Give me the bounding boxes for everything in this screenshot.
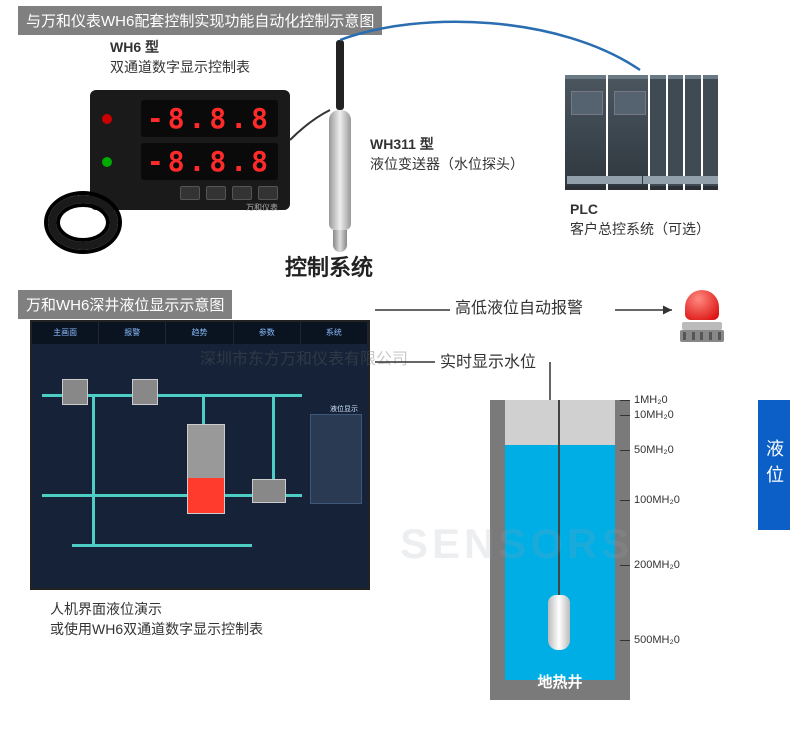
plc-slot xyxy=(703,75,718,190)
hmi-canvas: 液位显示 xyxy=(32,344,368,588)
hmi-caption1: 人机界面液位演示 xyxy=(50,601,162,617)
alarm-base xyxy=(680,330,724,342)
scale-label: 100MH₂0 xyxy=(634,494,680,506)
top-banner: 与万和仪表WH6配套控制实现功能自动化控制示意图 xyxy=(18,6,382,35)
mid-banner: 万和WH6深井液位显示示意图 xyxy=(18,290,232,319)
plc-desc: 客户总控系统（可选） xyxy=(570,221,710,237)
hmi-sidebox xyxy=(310,414,362,504)
hmi-screenshot: 主画面 报警 趋势 参数 系统 液位显示 xyxy=(30,320,370,590)
scale-tick xyxy=(620,640,630,641)
digital-meter: -8.8.8 -8.8.8 万和仪表 xyxy=(90,90,290,210)
hmi-tab: 报警 xyxy=(99,322,166,344)
plc-title: PLC xyxy=(570,201,598,217)
diagram-canvas: 与万和仪表WH6配套控制实现功能自动化控制示意图 WH6 型 双通道数字显示控制… xyxy=(0,0,790,729)
scale-tick xyxy=(620,500,630,501)
alarm-base xyxy=(682,322,722,330)
meter-label: WH6 型 双通道数字显示控制表 xyxy=(110,38,250,77)
probe-body xyxy=(329,110,351,230)
realtime-annotation: 实时显示水位 xyxy=(440,352,536,374)
well-wall: 地热井 xyxy=(490,400,630,700)
hmi-tab: 参数 xyxy=(234,322,301,344)
scale-label: 50MH₂0 xyxy=(634,444,674,456)
hmi-caption: 人机界面液位演示 或使用WH6双通道数字显示控制表 xyxy=(50,600,263,639)
cable-coil xyxy=(48,195,118,250)
hmi-tabs: 主画面 报警 趋势 参数 系统 xyxy=(32,322,368,344)
plc-slot xyxy=(668,75,683,190)
probe-desc: 液位变送器（水位探头） xyxy=(370,156,524,172)
control-system-label: 控制系统 xyxy=(285,250,373,282)
scale-label: 1MH₂0 xyxy=(634,394,668,406)
hmi-side-title: 液位显示 xyxy=(330,404,358,414)
plc-module xyxy=(565,75,720,190)
meter-desc: 双通道数字显示控制表 xyxy=(110,59,250,75)
level-probe xyxy=(325,40,355,260)
hmi-tab: 系统 xyxy=(301,322,368,344)
scale-tick xyxy=(620,565,630,566)
plc-label: PLC 客户总控系统（可选） xyxy=(570,200,710,239)
plc-cpu xyxy=(565,75,606,190)
scale-label: 500MH₂0 xyxy=(634,634,680,646)
meter-cable xyxy=(48,195,268,255)
probe-cord xyxy=(336,40,344,110)
hmi-block xyxy=(252,479,286,503)
hmi-tab: 趋势 xyxy=(166,322,233,344)
well-sensor-icon xyxy=(548,595,570,650)
probe-tip xyxy=(333,230,347,252)
plc-cpu xyxy=(608,75,649,190)
scale-label: 200MH₂0 xyxy=(634,559,680,571)
scale-tick xyxy=(620,400,630,401)
led-icon xyxy=(102,157,112,167)
digit-display-2: -8.8.8 xyxy=(141,143,278,180)
scale-tick xyxy=(620,415,630,416)
alarm-dome-icon xyxy=(685,290,719,320)
probe-model: WH311 型 xyxy=(370,136,434,152)
side-tab: 液位 xyxy=(758,400,790,530)
scale-tick xyxy=(620,450,630,451)
hmi-block xyxy=(132,379,158,405)
hmi-tab: 主画面 xyxy=(32,322,99,344)
digit-display-1: -8.8.8 xyxy=(141,100,278,137)
probe-label: WH311 型 液位变送器（水位探头） xyxy=(370,135,524,174)
meter-model: WH6 型 xyxy=(110,39,159,55)
alarm-light xyxy=(680,290,724,346)
alarm-annotation: 高低液位自动报警 xyxy=(455,298,583,320)
well-label: 地热井 xyxy=(490,671,630,692)
geothermal-well: 地热井 xyxy=(480,400,640,710)
led-icon xyxy=(102,114,112,124)
hmi-tank xyxy=(187,424,225,514)
plc-slot xyxy=(685,75,700,190)
plc-slot xyxy=(650,75,665,190)
scale-label: 10MH₂0 xyxy=(634,409,674,421)
well-cable xyxy=(558,400,560,600)
hmi-block xyxy=(62,379,88,405)
hmi-caption2: 或使用WH6双通道数字显示控制表 xyxy=(50,621,263,637)
